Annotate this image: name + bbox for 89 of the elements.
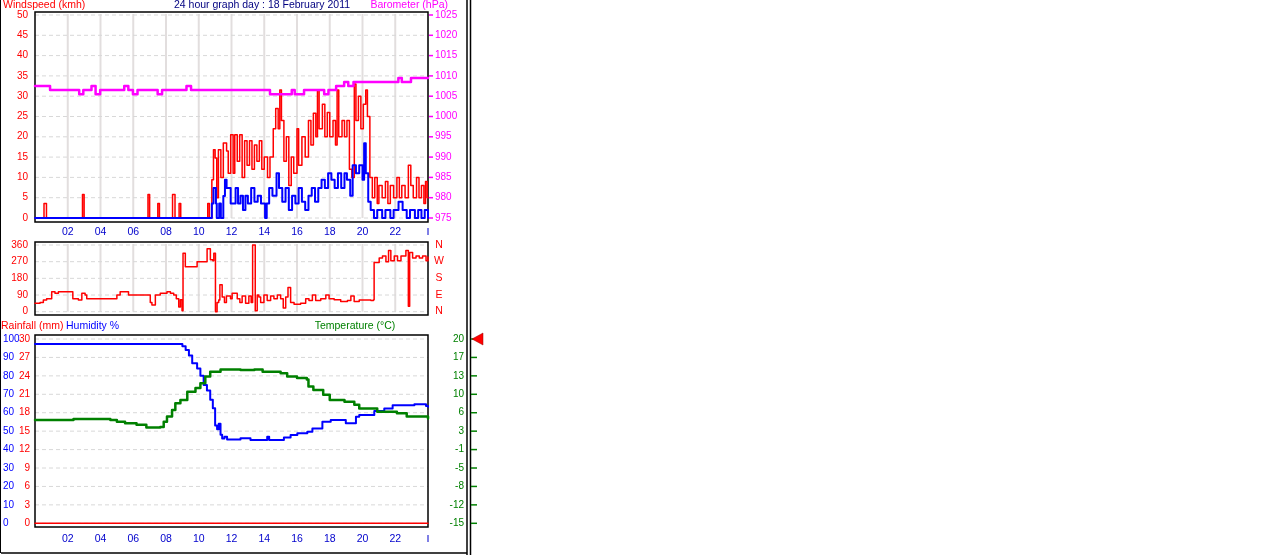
y-tick-label: 70 [3, 387, 15, 399]
y2-tick-label: 980 [435, 191, 453, 203]
y2-tick-label: 1005 [435, 89, 458, 101]
y-tick-label: 5 [22, 191, 29, 203]
y2-tick-label: 3 [458, 424, 465, 436]
x-tick-label: 18 [323, 531, 336, 544]
x-tick-label: 22 [389, 531, 402, 544]
x-tick-label: 04 [94, 531, 107, 544]
x-tick-label: 02 [61, 531, 74, 544]
y-tick-label: 40 [16, 49, 29, 61]
y3-tick-label: 27 [18, 351, 31, 363]
y2-tick-label: 1000 [435, 110, 458, 122]
y2-tick-label: 1010 [435, 69, 458, 81]
y2-tick-label: 990 [435, 150, 453, 162]
y2-tick-label: 975 [435, 211, 453, 223]
y-axis-title: Windspeed (kmh) [3, 0, 86, 10]
y2-tick-label: 1025 [435, 8, 458, 20]
y-tick-label: 30 [16, 89, 29, 101]
x-tick-label: 04 [94, 224, 107, 237]
y3-tick-label: 9 [24, 461, 31, 473]
text: S [435, 271, 443, 284]
x-tick-label: 08 [160, 224, 172, 237]
y-tick-label: 30 [3, 461, 15, 473]
y3-axis-title: Rainfall (mm) [1, 318, 64, 331]
text: N [435, 304, 443, 317]
y-tick-label: 0 [3, 516, 9, 528]
y2-tick-label: 1020 [435, 28, 458, 40]
x-tick-label: 20 [356, 531, 369, 544]
y-tick-label: 45 [16, 28, 29, 40]
y2-tick-label: 985 [435, 171, 453, 183]
y-tick-label: 35 [16, 69, 29, 81]
y3-tick-label: 24 [18, 369, 31, 381]
x-tick-label: 10 [192, 224, 205, 237]
y-tick-label: 20 [3, 480, 15, 492]
x-tick-label: 14 [258, 224, 271, 237]
y3-tick-label: 6 [24, 480, 31, 492]
y2-tick-label: 20 [452, 332, 465, 344]
y-tick-label: 0 [22, 211, 29, 223]
y-tick-label: 10 [16, 171, 29, 183]
y2-tick-label: -5 [455, 461, 465, 473]
y-axis-title: Humidity % [66, 318, 120, 331]
y2-tick-label: 10 [452, 387, 465, 399]
y2-tick-label: 17 [452, 351, 465, 363]
x-tick-label: 12 [225, 224, 238, 237]
y3-tick-label: 12 [18, 443, 31, 455]
y-tick-label: 90 [3, 351, 15, 363]
text: N [435, 237, 443, 250]
x-tick-label: 06 [127, 224, 140, 237]
text: W [434, 254, 445, 267]
y-tick-label: 60 [3, 406, 15, 418]
y2-tick-label: -1 [455, 443, 465, 455]
y3-tick-label: 3 [24, 498, 31, 510]
x-tick-label: 18 [323, 224, 336, 237]
y-tick-label: 90 [16, 288, 29, 300]
y-tick-label: 20 [16, 130, 29, 142]
y-tick-label: 40 [3, 443, 15, 455]
y2-tick-label: 1015 [435, 49, 458, 61]
y-tick-label: 15 [16, 150, 29, 162]
x-tick-label: 16 [291, 531, 303, 544]
y-tick-label: 0 [22, 305, 29, 317]
y-tick-label: 50 [16, 8, 29, 20]
x-tick-label: 10 [192, 531, 205, 544]
y2-tick-label: -8 [455, 480, 465, 492]
x-tick-label: 08 [160, 531, 172, 544]
x-tick-label: 22 [389, 224, 402, 237]
y-tick-label: 50 [3, 424, 15, 436]
y2-axis-title: Barometer (hPa) [370, 0, 448, 10]
y-tick-label: 180 [11, 271, 29, 283]
text: E [435, 287, 443, 300]
x-tick-label: 06 [127, 531, 140, 544]
x-tick-label: 16 [291, 224, 303, 237]
x-tick-label: 02 [61, 224, 74, 237]
y2-tick-label: 995 [435, 130, 453, 142]
y2-axis-title: Temperature (°C) [314, 318, 396, 331]
y3-tick-label: 21 [18, 387, 31, 399]
y-tick-label: 10 [3, 498, 15, 510]
y2-tick-label: 6 [458, 406, 465, 418]
y-tick-label: 360 [11, 238, 29, 250]
y2-tick-label: -12 [449, 498, 465, 510]
y-tick-label: 80 [3, 369, 15, 381]
y3-tick-label: 18 [18, 406, 31, 418]
y2-tick-label: 13 [452, 369, 465, 381]
y-tick-label: 25 [16, 110, 29, 122]
x-tick-label: 14 [258, 531, 271, 544]
y-tick-label: 270 [11, 255, 29, 267]
x-tick-label: 12 [225, 531, 238, 544]
x-tick-label: 20 [356, 224, 369, 237]
y2-tick-label: -15 [449, 516, 465, 528]
chart-title: 24 hour graph day : 18 February 2011 [173, 0, 351, 10]
